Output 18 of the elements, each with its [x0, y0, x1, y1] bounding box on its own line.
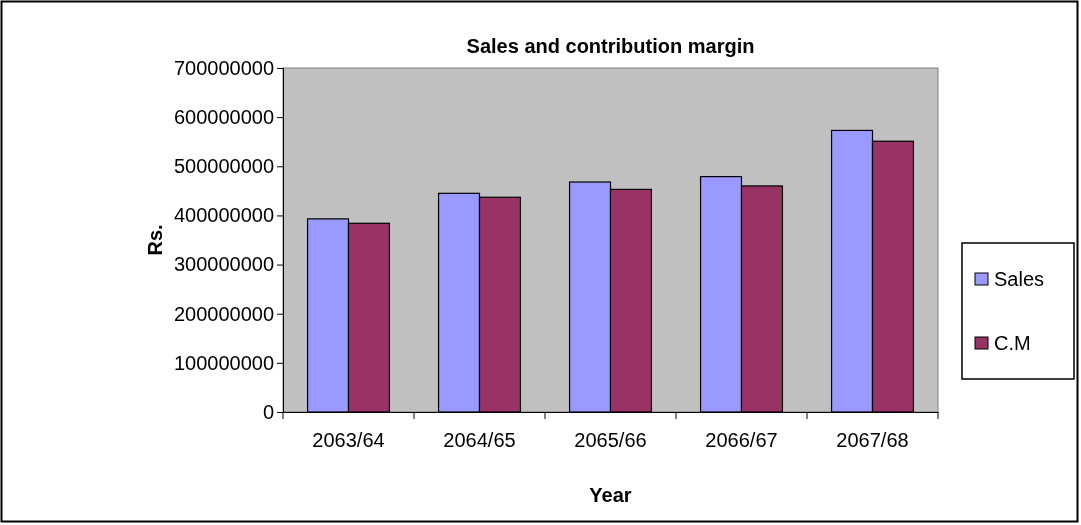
- x-tick-label: 2066/67: [705, 429, 778, 451]
- x-axis-title: Year: [589, 484, 632, 506]
- x-tick-label: 2063/64: [312, 429, 385, 451]
- y-tick-label: 400000000: [173, 204, 274, 227]
- chart-title: Sales and contribution margin: [466, 35, 755, 57]
- y-tick-label: 200000000: [173, 302, 274, 325]
- y-tick-label: 100000000: [173, 351, 274, 374]
- y-tick-label: 300000000: [173, 253, 274, 276]
- y-tick-label: 0: [262, 400, 274, 423]
- y-axis-title: Rs.: [143, 224, 166, 256]
- legend-label: C.M: [994, 332, 1031, 354]
- y-tick-label: 700000000: [173, 56, 274, 79]
- x-tick-label: 2065/66: [574, 429, 647, 451]
- y-tick-label: 600000000: [173, 106, 274, 129]
- legend-label: Sales: [994, 268, 1045, 290]
- y-tick-label: 500000000: [173, 155, 274, 178]
- x-tick-label: 2064/65: [443, 429, 516, 451]
- x-tick-label: 2067/68: [836, 429, 909, 451]
